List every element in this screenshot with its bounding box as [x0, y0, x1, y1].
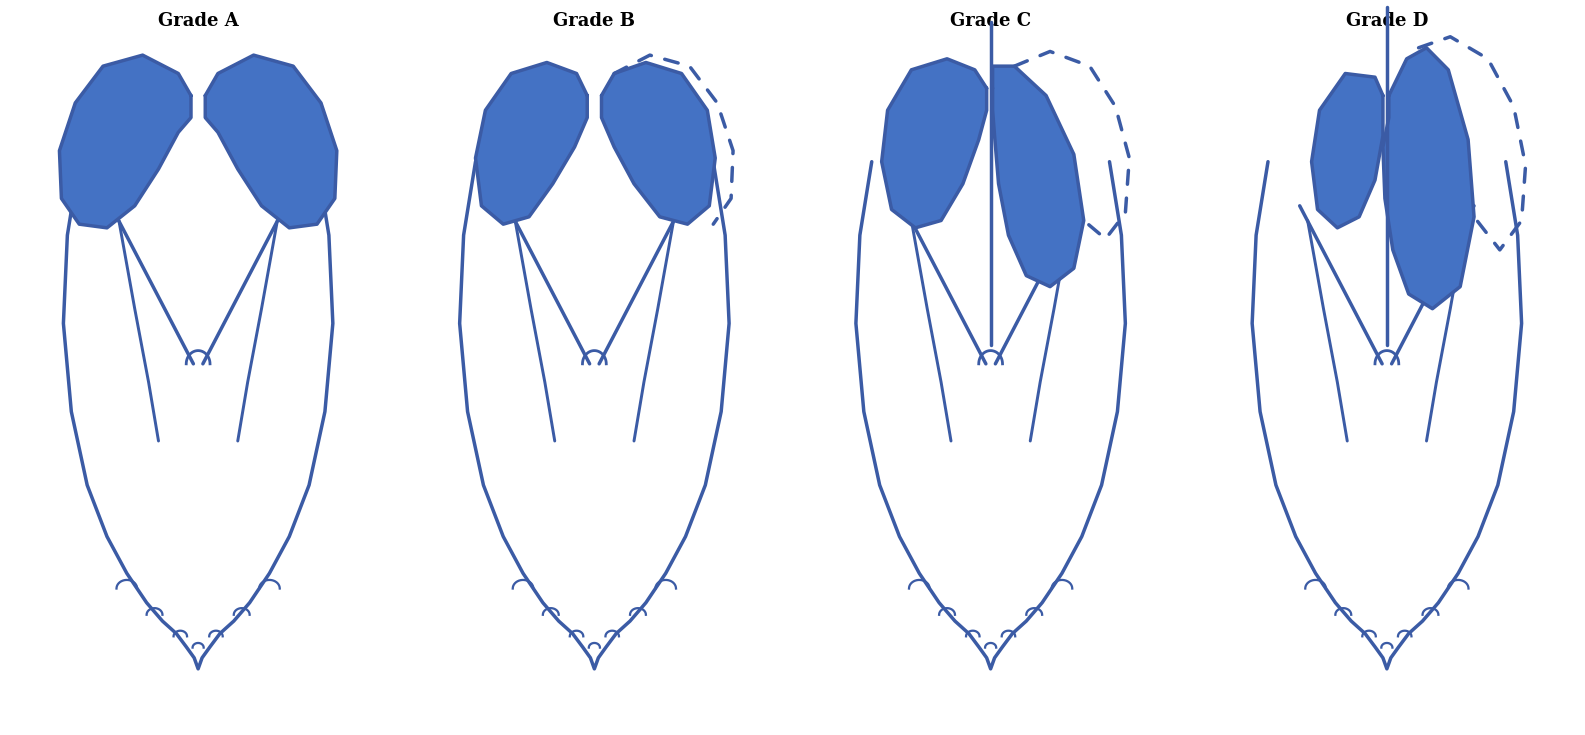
Text: Grade A: Grade A	[158, 12, 238, 29]
Polygon shape	[881, 59, 986, 228]
Text: Grade C: Grade C	[949, 12, 1032, 29]
Polygon shape	[1382, 48, 1474, 309]
Polygon shape	[476, 62, 588, 224]
Polygon shape	[206, 55, 338, 228]
Polygon shape	[60, 55, 192, 228]
Polygon shape	[992, 66, 1084, 287]
Polygon shape	[1312, 74, 1382, 228]
Text: Grade B: Grade B	[553, 12, 636, 29]
Text: Grade D: Grade D	[1346, 12, 1428, 29]
Polygon shape	[602, 62, 715, 224]
